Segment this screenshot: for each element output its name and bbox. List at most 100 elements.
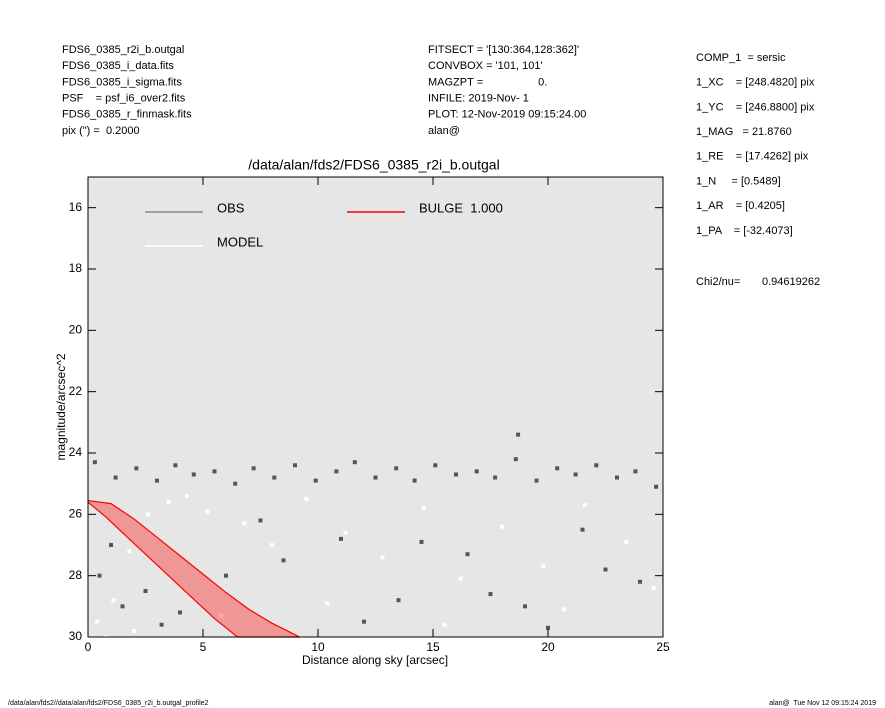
data-point (594, 463, 599, 468)
data-point (580, 527, 585, 532)
x-tick-label: 20 (541, 640, 555, 654)
data-point (166, 500, 171, 505)
data-point (111, 598, 116, 603)
header-left-line: FDS6_0385_r2i_b.outgal (62, 44, 184, 56)
data-point (242, 521, 247, 526)
param-line: 1_RE = [17.4262] pix (696, 151, 809, 163)
data-point (454, 472, 458, 477)
data-point (97, 573, 102, 578)
data-point (500, 524, 504, 529)
y-tick-label: 24 (69, 445, 83, 459)
data-point (270, 543, 274, 547)
data-point (95, 619, 100, 624)
data-point (127, 549, 132, 554)
data-point (380, 555, 385, 560)
data-point (143, 589, 148, 593)
data-point (352, 460, 357, 465)
data-point (562, 607, 567, 612)
header-middle-line: MAGZPT = 0. (428, 76, 547, 88)
header-left-line: PSF = psf_i6_over2.fits (62, 93, 186, 105)
data-point (120, 604, 125, 609)
data-point (582, 503, 587, 508)
data-point (109, 543, 113, 547)
data-point (421, 506, 426, 511)
data-point (132, 628, 136, 633)
param-line: 1_YC = [246.8800] pix (696, 101, 815, 113)
data-point (134, 466, 139, 471)
data-point (293, 463, 297, 468)
footer-right: alan@ Tue Nov 12 09:15:24 2019 (769, 700, 876, 707)
data-point (523, 604, 527, 609)
data-point (638, 579, 642, 584)
header-left-line: FDS6_0385_r_finmask.fits (62, 109, 192, 121)
param-line: 1_MAG = 21.8760 (696, 126, 792, 138)
data-point (654, 484, 659, 489)
x-tick-label: 5 (200, 640, 207, 654)
header-middle-line: PLOT: 12-Nov-2019 09:15:24.00 (428, 109, 586, 121)
param-line: 1_N = [0.5489] (696, 175, 781, 187)
data-point (178, 610, 182, 615)
y-tick-label: 22 (69, 384, 83, 398)
data-point (624, 539, 629, 544)
data-point (184, 493, 189, 498)
data-point (516, 432, 521, 437)
data-point (513, 457, 518, 462)
x-tick-label: 10 (311, 640, 325, 654)
data-point (394, 466, 399, 471)
legend-label: OBS (217, 200, 245, 215)
data-point (419, 539, 424, 544)
header-left-line: FDS6_0385_i_data.fits (62, 60, 174, 72)
data-point (233, 481, 238, 486)
data-point (343, 530, 348, 535)
data-point (205, 509, 210, 514)
header-left-line: FDS6_0385_i_sigma.fits (62, 76, 182, 88)
data-point (615, 475, 619, 480)
data-point (573, 472, 578, 477)
data-point (334, 469, 339, 474)
data-point (373, 475, 378, 480)
footer-left: /data/alan/fds2//data/alan/fds2/FDS6_038… (8, 700, 209, 707)
data-point (272, 475, 277, 480)
param-line: 1_PA = [-32.4073] (696, 225, 793, 237)
data-point (92, 460, 97, 465)
data-point (555, 466, 560, 471)
x-tick-label: 15 (426, 640, 440, 654)
data-point (258, 518, 263, 523)
param-line: 1_XC = [248.4820] pix (696, 77, 815, 89)
y-tick-label: 30 (69, 629, 83, 643)
data-point (224, 573, 228, 578)
chi2-value: 0.94619262 (762, 276, 820, 288)
data-point (546, 625, 550, 630)
x-tick-label: 25 (656, 640, 670, 654)
data-point (219, 613, 224, 618)
data-point (396, 598, 401, 603)
chart-title: /data/alan/fds2/FDS6_0385_r2i_b.outgal (248, 157, 499, 173)
y-tick-label: 28 (69, 568, 83, 582)
legend-label: BULGE 1.000 (419, 200, 503, 215)
header-middle-line: INFILE: 2019-Nov- 1 (428, 93, 529, 105)
data-point (362, 619, 366, 624)
data-point (113, 475, 118, 480)
data-point (488, 592, 493, 597)
param-line: COMP_1 = sersic (696, 52, 786, 64)
header-middle-line: alan@ (428, 125, 460, 137)
param-line: 1_AR = [0.4205] (696, 200, 785, 212)
plot-background (88, 177, 663, 637)
data-point (251, 466, 256, 471)
header-middle-line: FITSECT = '[130:364,128:362]' (428, 44, 579, 56)
data-point (145, 512, 150, 517)
data-point (474, 469, 479, 474)
data-point (173, 463, 178, 468)
data-point (442, 622, 447, 627)
chi2-label: Chi2/nu= (696, 276, 740, 288)
data-point (155, 478, 159, 483)
data-point (651, 585, 656, 590)
data-point (325, 601, 330, 606)
data-point (493, 475, 498, 480)
y-tick-label: 16 (69, 200, 83, 214)
data-point (339, 536, 343, 541)
data-point (212, 469, 217, 474)
data-point (281, 558, 286, 563)
y-tick-label: 26 (69, 507, 83, 521)
data-point (534, 478, 539, 483)
